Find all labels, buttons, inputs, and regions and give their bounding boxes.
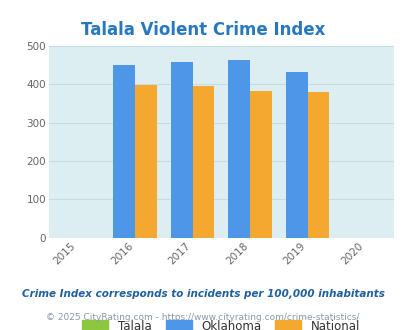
Bar [192,86,214,238]
Bar [170,62,192,238]
Text: Talala Violent Crime Index: Talala Violent Crime Index [81,21,324,39]
Bar [228,60,249,238]
Bar [134,85,156,238]
Bar [113,65,135,238]
Legend: Talala, Oklahoma, National: Talala, Oklahoma, National [79,316,363,330]
Text: Crime Index corresponds to incidents per 100,000 inhabitants: Crime Index corresponds to incidents per… [21,289,384,299]
Bar [285,72,307,238]
Text: © 2025 CityRating.com - https://www.cityrating.com/crime-statistics/: © 2025 CityRating.com - https://www.city… [46,313,359,322]
Bar [307,92,328,238]
Bar [249,91,271,238]
